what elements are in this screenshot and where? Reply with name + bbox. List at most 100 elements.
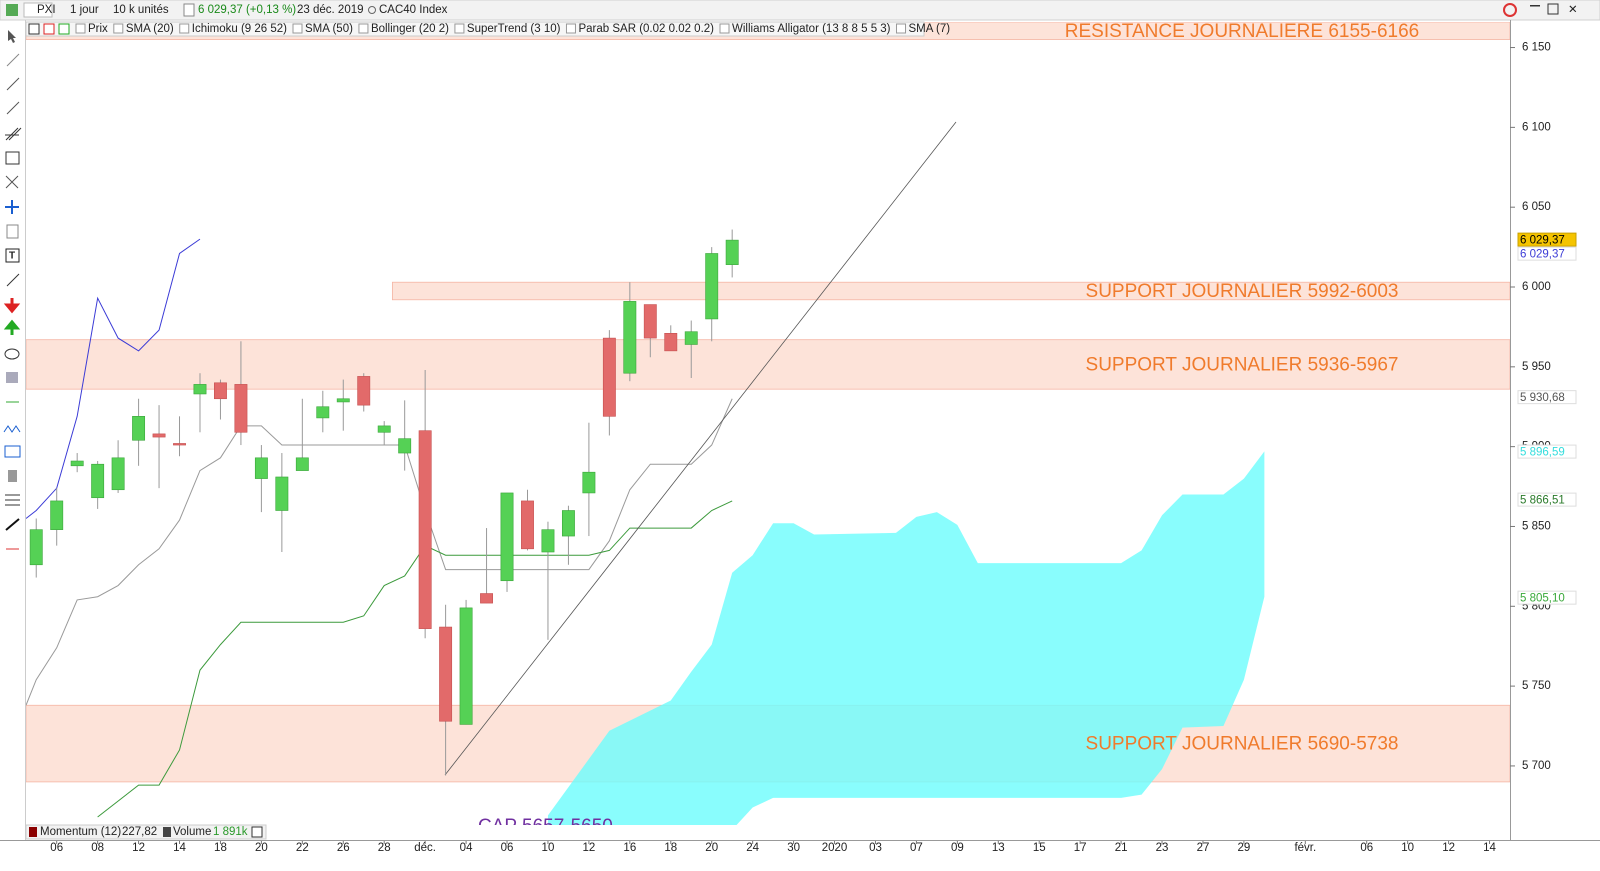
- indicator-name[interactable]: Bollinger (20 2): [371, 23, 449, 35]
- y-tick-label: 5 850: [1522, 521, 1551, 533]
- x-tick-label: 23: [1156, 842, 1169, 854]
- indicator-name[interactable]: Ichimoku (9 26 52): [192, 23, 287, 35]
- minimize[interactable]: [1530, 5, 1540, 7]
- momentum-label[interactable]: Momentum (12): [40, 826, 121, 838]
- candle-body: [295, 457, 309, 471]
- indicator-bar-bg: [25, 21, 925, 37]
- units[interactable]: 10 k unités: [113, 4, 169, 16]
- window-icon[interactable]: [28, 23, 40, 35]
- x-tick-label: 15: [1033, 842, 1046, 854]
- zone-label: RESISTANCE JOURNALIERE 6155-6166: [1065, 21, 1419, 42]
- indicator-checkbox[interactable]: [565, 23, 576, 34]
- indicator-line: [26, 238, 201, 519]
- maximize[interactable]: [1547, 3, 1559, 15]
- x-tick-label: 12: [132, 842, 145, 854]
- candle-body: [439, 626, 453, 722]
- indicator-name[interactable]: SMA (50): [305, 23, 353, 35]
- symbol-box[interactable]: [23, 2, 53, 18]
- indicator-checkbox[interactable]: [75, 23, 86, 34]
- x-tick-label: 03: [869, 842, 882, 854]
- indicator-name[interactable]: Williams Alligator (13 8 8 5 5 3): [732, 23, 891, 35]
- indicator-checkbox[interactable]: [358, 23, 369, 34]
- x-tick-label: 20: [705, 842, 718, 854]
- volume-label[interactable]: Volume: [173, 826, 211, 838]
- indicator-name[interactable]: Parab SAR (0.02 0.02 0.2): [578, 23, 714, 35]
- layers-tool[interactable]: [5, 494, 20, 506]
- indicator-checkbox[interactable]: [292, 23, 303, 34]
- y-tick-label: 5 750: [1522, 680, 1551, 692]
- x-tick-label: 21: [1115, 842, 1128, 854]
- pen-tool[interactable]: [5, 518, 20, 531]
- candle-body: [50, 500, 64, 530]
- indicator-name[interactable]: SuperTrend (3 10): [467, 23, 561, 35]
- wave-tool[interactable]: [3, 425, 21, 433]
- toolbar: [0, 0, 1600, 21]
- percent-tool[interactable]: [4, 445, 21, 458]
- chart-icon[interactable]: [6, 4, 18, 16]
- close[interactable]: ✕: [1568, 4, 1578, 16]
- text-tool[interactable]: [5, 248, 20, 263]
- ellipse-tool[interactable]: [4, 348, 20, 360]
- x-tick-label: févr.: [1294, 842, 1316, 854]
- move-tool[interactable]: [5, 200, 19, 214]
- candle-body: [521, 500, 534, 550]
- y-tick-label: 6 150: [1522, 42, 1551, 54]
- price-label-box: [1517, 390, 1577, 405]
- pointer-tool[interactable]: [8, 30, 16, 43]
- price-label-box: [1517, 590, 1577, 605]
- sell-arrow[interactable]: [3, 298, 21, 314]
- panel-icon[interactable]: [251, 826, 263, 838]
- candle-body: [500, 492, 514, 582]
- price-label-box: [1517, 232, 1577, 247]
- candle-body: [152, 433, 166, 438]
- indicator-bar: Prix SMA (20) Ichimoku (9 26 52) SMA (50) Bo…: [25, 21, 951, 37]
- period[interactable]: 1 jour: [70, 4, 99, 16]
- channel-tool[interactable]: [5, 127, 22, 141]
- line-tool[interactable]: [6, 101, 20, 115]
- x-tick-label: 06: [501, 842, 514, 854]
- sell-icon[interactable]: [43, 23, 55, 35]
- gann-tool[interactable]: [5, 175, 19, 189]
- candle-body: [398, 438, 412, 454]
- fib-tool[interactable]: [5, 151, 20, 165]
- bottom-bar: [25, 824, 267, 840]
- x-tick-label: 13: [992, 842, 1005, 854]
- x-tick-label: 08: [91, 842, 104, 854]
- info-icon[interactable]: [183, 3, 195, 17]
- indicator-checkbox[interactable]: [113, 23, 124, 34]
- candle-body: [91, 463, 105, 499]
- buy-icon[interactable]: [58, 23, 70, 35]
- x-tick-label: 06: [50, 842, 63, 854]
- quote: 6 029,37 (+0,13 %): [198, 4, 296, 16]
- x-tick-label: 29: [1238, 842, 1251, 854]
- indicator-name[interactable]: SMA (7): [909, 23, 951, 35]
- x-tick-label: 17: [1074, 842, 1087, 854]
- x-tick-label: 18: [214, 842, 227, 854]
- momentum-icon[interactable]: [29, 827, 37, 837]
- zone: [391, 281, 1510, 301]
- x-tick-label: 22: [296, 842, 309, 854]
- line-tool[interactable]: [6, 53, 20, 67]
- indicator-checkbox[interactable]: [896, 23, 907, 34]
- candle-body: [132, 416, 146, 441]
- volume-value: 1 891k: [213, 826, 248, 838]
- line-tool[interactable]: [6, 77, 20, 91]
- copy-tool[interactable]: [6, 224, 19, 239]
- indicator-name[interactable]: Prix: [88, 23, 108, 35]
- indicator-name[interactable]: SMA (20): [126, 23, 174, 35]
- volume-icon[interactable]: [163, 827, 171, 837]
- arrow-tool[interactable]: [6, 273, 20, 287]
- delete-tool[interactable]: [8, 470, 17, 482]
- rect-tool[interactable]: [6, 372, 18, 383]
- candle-body: [193, 384, 207, 395]
- symbol[interactable]: PXI: [37, 4, 56, 16]
- refresh-icon[interactable]: [1503, 3, 1517, 17]
- indicator-checkbox[interactable]: [719, 23, 730, 34]
- indicator-checkbox[interactable]: [179, 23, 190, 34]
- x-tick-label: 27: [1197, 842, 1210, 854]
- buy-arrow[interactable]: [3, 319, 21, 335]
- x-tick-label: 18: [664, 842, 677, 854]
- indicator-checkbox[interactable]: [454, 23, 465, 34]
- candle-body: [234, 384, 248, 433]
